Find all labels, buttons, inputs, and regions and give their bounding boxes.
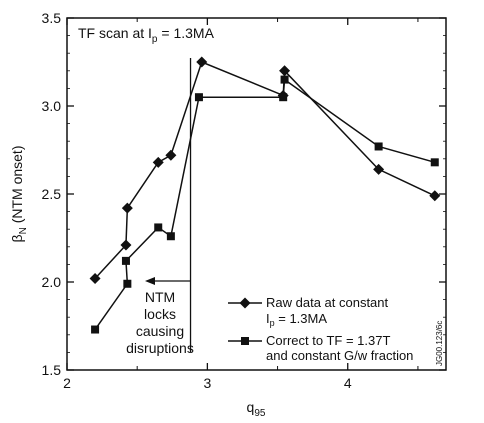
data-point-square [123,279,132,288]
figure-code: JG00.123/6c [435,321,444,366]
y-axis-title: βN (NTM onset) [9,146,29,243]
x-axis-title: q95 [247,399,266,419]
y-tick-label: 3.0 [42,98,62,114]
data-point-square [154,223,163,232]
data-point-diamond [196,56,208,68]
legend-marker-corrected [241,337,249,345]
legend-label-corrected: Correct to TF = 1.37T [266,333,390,348]
annotation-line-1: NTM [145,289,175,305]
series-line-0 [94,61,436,279]
x-tick-label: 3 [203,375,211,391]
data-point-diamond [121,202,133,214]
annotation-line-2: locks [144,306,176,322]
legend-label-corrected-line2: and constant G/w fraction [266,348,413,363]
data-point-diamond [373,163,385,175]
data-point-square [166,232,175,241]
annotation-line-4: disruptions [126,340,194,356]
legend: Raw data at constant Ip = 1.3MA Correct … [228,295,413,363]
annotation-arrowhead [145,277,155,285]
data-point-square [91,325,100,334]
data-point-square [121,256,130,265]
data-point-diamond [120,239,132,251]
y-tick-label: 3.5 [42,10,62,26]
legend-marker-raw [239,297,251,309]
data-point-diamond [152,156,164,168]
y-tick-label: 2.5 [42,186,62,202]
data-point-square [279,93,288,102]
legend-label-raw-line2: Ip = 1.3MA [266,311,327,328]
legend-label-raw: Raw data at constant [266,295,389,310]
data-point-diamond [279,65,291,77]
series-line-1 [94,78,435,330]
ticks: 2 3 4 1.5 2.0 2.5 3.0 3.5 [42,10,446,391]
x-tick-label: 2 [63,375,71,391]
data-point-square [430,158,439,167]
data-point-square [280,75,289,84]
chart-title: TF scan at Ip = 1.3MA [78,25,215,45]
data-point-square [194,93,203,102]
data-point-diamond [89,272,101,284]
y-tick-label: 1.5 [42,362,62,378]
data-point-diamond [429,190,441,202]
series-group [89,56,441,334]
x-tick-label: 4 [344,375,352,391]
data-point-square [374,142,383,151]
plot-frame [66,17,447,371]
data-point-diamond [165,149,177,161]
annotation-line-3: causing [136,323,184,339]
y-tick-label: 2.0 [42,274,62,290]
